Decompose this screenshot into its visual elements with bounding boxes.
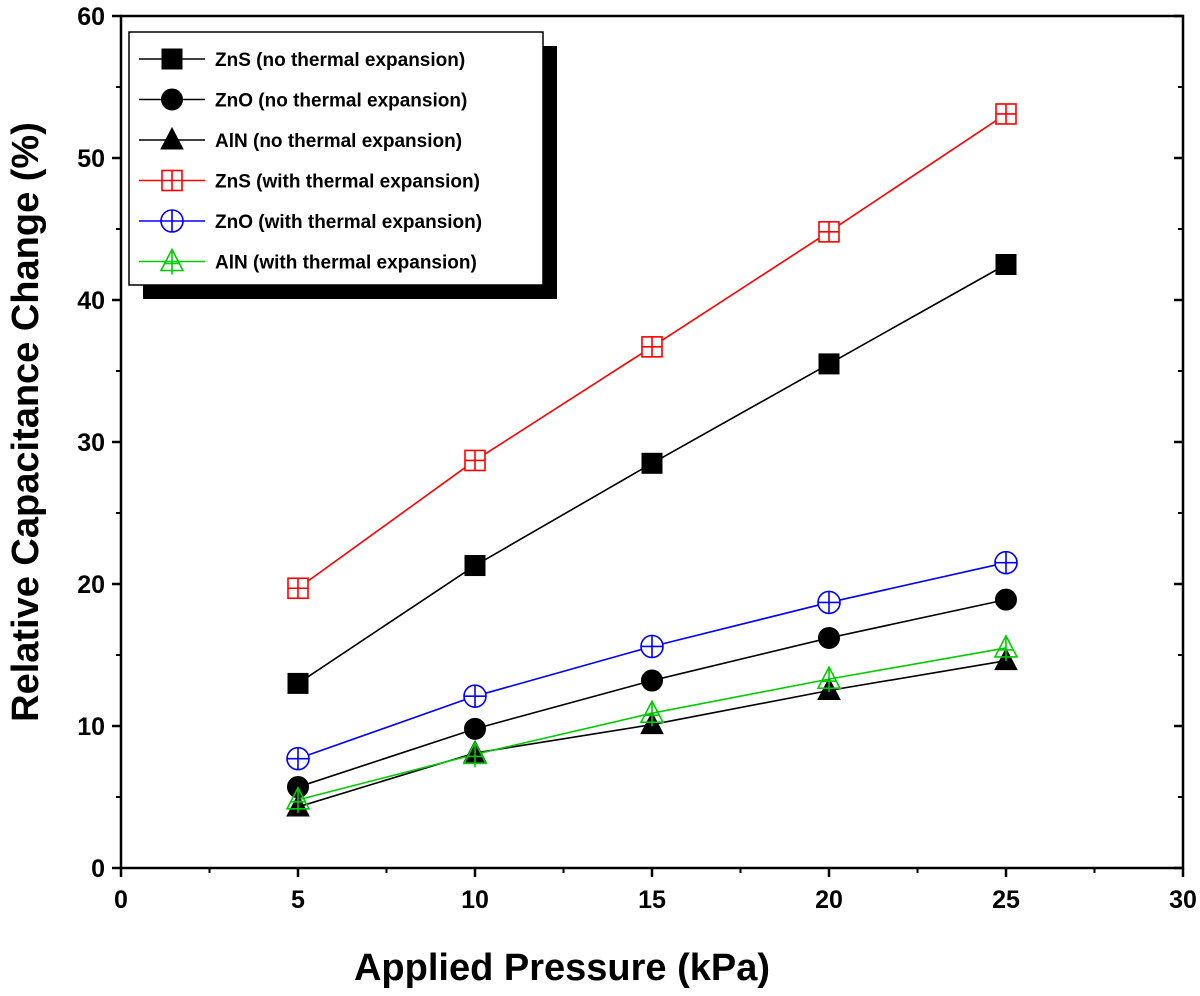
data-point-s1-p4: [995, 588, 1017, 611]
legend-label-3: ZnS (with thermal expansion): [215, 172, 480, 193]
data-point-s3-p1: [464, 449, 486, 472]
legend-marker-3: [161, 169, 183, 192]
data-point-s1-p4-shape: [995, 588, 1017, 611]
series-line-0: [297, 263, 1007, 685]
data-point-s3-p2: [641, 336, 663, 358]
data-point-s4-p4: [994, 550, 1018, 575]
y-tick-label: 0: [91, 855, 105, 883]
x-tick-label: 15: [638, 886, 666, 914]
x-tick-label: 5: [291, 886, 305, 914]
data-point-s5-p1: [462, 740, 488, 768]
data-point-s3-p4: [995, 103, 1017, 125]
data-point-s0-p3-shape: [818, 353, 840, 375]
legend-marker-5: [159, 247, 185, 275]
y-tick-label: 10: [77, 713, 105, 741]
data-point-s0-p2-shape: [641, 452, 663, 474]
data-point-s1-p1: [464, 717, 486, 740]
data-point-s4-p3: [817, 590, 841, 615]
data-point-s0-p0-shape: [287, 672, 309, 694]
x-tick-label: 25: [992, 886, 1020, 914]
y-tick-label: 30: [77, 429, 105, 457]
data-point-s3-p0: [287, 577, 309, 600]
x-tick-label: 30: [1169, 886, 1197, 914]
legend-marker-0-shape: [161, 48, 183, 70]
legend-box: [128, 31, 544, 286]
y-axis-title: Relative Capacitance Change (%): [5, 122, 47, 722]
data-point-s4-p2: [640, 634, 664, 659]
data-point-s0-p1: [464, 555, 486, 577]
legend-label-2: AlN (no thermal expansion): [215, 131, 462, 152]
data-point-s0-p1-shape: [464, 555, 486, 577]
data-point-s5-p0: [285, 786, 311, 813]
y-tick-label: 50: [77, 145, 105, 173]
legend-label-0: ZnS (no thermal expansion): [215, 50, 465, 71]
data-point-s1-p3: [818, 626, 840, 649]
x-tick-label: 20: [815, 886, 843, 914]
x-axis-title: Applied Pressure (kPa): [354, 947, 770, 989]
legend-label-1: ZnO (no thermal expansion): [215, 91, 467, 112]
data-point-s5-p3: [816, 665, 842, 693]
series-line-1: [297, 598, 1007, 788]
legend-label-4: ZnO (with thermal expansion): [215, 212, 482, 233]
legend-marker-1: [161, 88, 183, 111]
data-point-s1-p3-shape: [818, 626, 840, 649]
legend-label-5: AlN (with thermal expansion): [215, 253, 477, 274]
data-point-s1-p2-shape: [641, 669, 663, 692]
legend-marker-2: [160, 126, 184, 150]
data-point-s0-p4: [995, 254, 1017, 275]
data-point-s1-p2: [641, 669, 663, 692]
data-point-s0-p4-shape: [995, 254, 1017, 275]
data-point-s0-p3: [818, 353, 840, 375]
legend-marker-1-shape: [161, 88, 183, 111]
y-tick-label: 60: [77, 3, 105, 31]
y-tick-label: 40: [77, 287, 105, 315]
data-point-s3-p3: [818, 221, 840, 243]
x-tick-label: 0: [114, 886, 128, 914]
data-point-s0-p0: [287, 672, 309, 694]
data-point-s5-p2: [639, 699, 665, 727]
legend-marker-2-shape: [160, 126, 184, 150]
data-point-s1-p1-shape: [464, 717, 486, 740]
data-point-s0-p2: [641, 452, 663, 474]
x-tick-label: 10: [461, 886, 489, 914]
data-point-s4-p0: [286, 746, 310, 771]
y-tick-label: 20: [77, 571, 105, 599]
data-point-s4-p1: [463, 684, 487, 708]
legend-marker-0: [161, 48, 183, 70]
legend-marker-4: [160, 209, 184, 233]
data-point-s5-p4: [993, 634, 1019, 661]
